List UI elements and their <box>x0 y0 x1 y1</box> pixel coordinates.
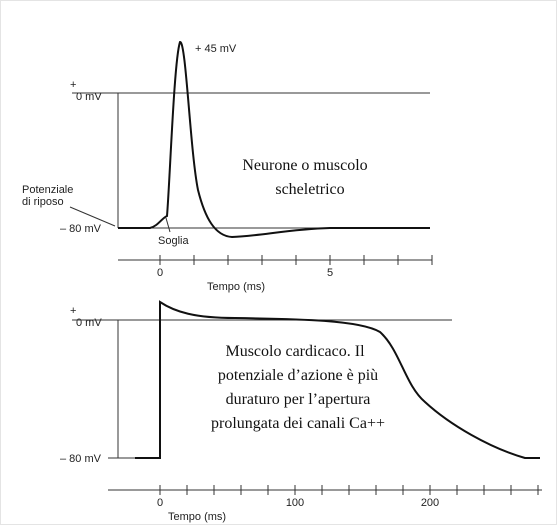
caption: potenziale d’azione è più <box>218 367 378 384</box>
rest-label: di riposo <box>22 196 64 208</box>
caption: duraturo per l’apertura <box>226 391 371 408</box>
peak-label: + 45 mV <box>195 43 237 55</box>
plus-label: + <box>70 79 76 91</box>
x-axis-label: Tempo (ms) <box>168 511 226 523</box>
minus80-label: – 80 mV <box>60 453 102 465</box>
tick-label: 5 <box>327 267 333 279</box>
zero-label: 0 mV <box>76 317 102 329</box>
caption: Muscolo cardicaco. Il <box>225 343 365 360</box>
caption: Neurone o muscolo <box>242 157 367 174</box>
caption: scheletrico <box>275 181 344 198</box>
ticks <box>159 255 433 265</box>
zero-label: 0 mV <box>76 91 102 103</box>
ticks <box>159 485 539 495</box>
minus80-label: – 80 mV <box>60 223 102 235</box>
tick-label: 0 <box>157 497 163 509</box>
tick-label: 100 <box>286 497 304 509</box>
bottom-panel: + 0 mV – 80 mV 0 100 200 Tempo (ms) Musc… <box>60 300 542 523</box>
x-axis-label: Tempo (ms) <box>207 281 265 293</box>
rest-pointer <box>69 206 116 227</box>
cardiac-action-potential <box>135 300 540 459</box>
action-potential <box>118 40 430 239</box>
rest-label: Potenziale <box>22 184 73 196</box>
plus-label: + <box>70 305 76 317</box>
threshold-label: Soglia <box>158 235 189 247</box>
tick-label: 0 <box>157 267 163 279</box>
tick-label: 200 <box>421 497 439 509</box>
threshold-pointer <box>165 217 171 233</box>
caption: prolungata dei canali Ca++ <box>211 415 385 432</box>
top-panel: + 0 mV + 45 mV Potenziale di riposo – 80… <box>22 40 433 293</box>
